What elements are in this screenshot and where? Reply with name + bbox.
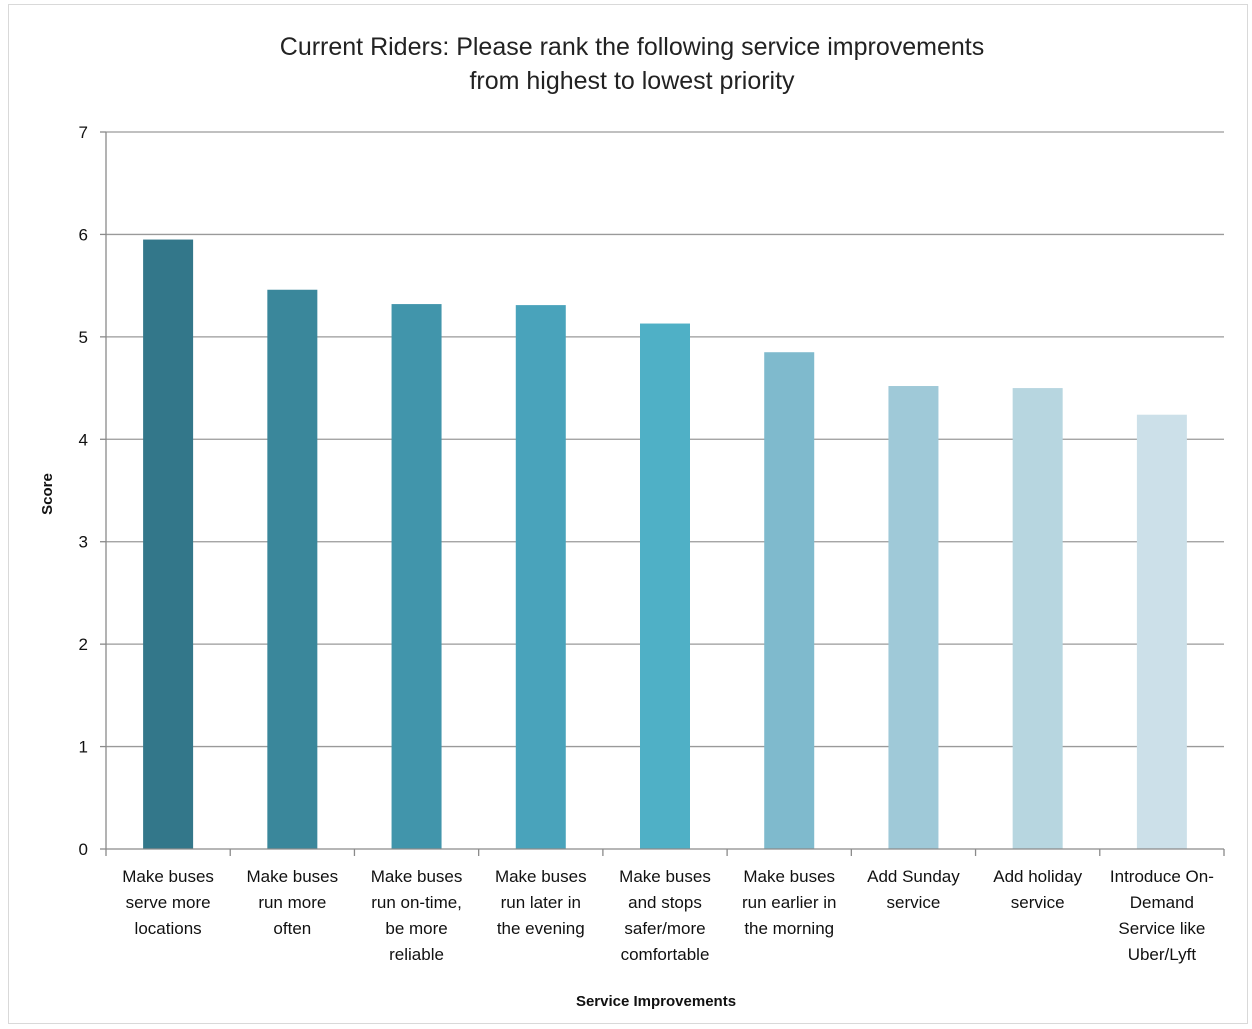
chart-title-line-2: from highest to lowest priority [469,67,795,95]
chart-title-line-1: Current Riders: Please rank the followin… [280,33,984,61]
x-category-label: Make buses serve more locations [122,867,214,938]
y-tick-label: 3 [79,533,88,552]
y-tick-label: 1 [79,738,88,757]
y-tick-labels: 0 1 2 3 4 5 6 7 [79,123,88,859]
x-category-label: Add Sunday service [867,867,960,912]
x-category-label: Make buses run on-time, be more reliable [371,867,463,964]
x-category-label: Introduce On-Demand Service like Uber/Lyft [1110,867,1214,964]
bar [515,305,566,850]
chart-title: Current Riders: Please rank the followin… [280,33,984,95]
chart-frame [8,4,1248,1024]
axes [105,132,1225,856]
y-tick-label: 7 [79,123,88,142]
bar [267,289,318,849]
y-tick-label: 5 [79,328,88,347]
bar [640,323,690,849]
bar [143,239,194,850]
bar [1012,388,1063,849]
bars [143,239,1187,850]
bar [391,304,442,850]
y-axis-title: Score [39,473,56,515]
x-category-label: Make buses and stops safer/more comfortable [619,867,711,964]
x-category-labels: Make buses serve more locations Make buses r… [122,867,1214,964]
y-tick-label: 4 [79,430,88,449]
x-axis-title: Service Improvements [576,993,736,1010]
y-tick-label: 2 [79,635,88,654]
x-category-label: Make buses run earlier in the morning [742,867,837,938]
y-tick-label: 0 [79,840,88,859]
y-tick-label: 6 [79,225,88,244]
bar [888,386,939,849]
x-category-label: Add holiday service [993,867,1082,912]
bar [1136,414,1187,849]
bar [764,352,815,849]
x-category-label: Make buses run later in the evening [495,867,587,938]
x-category-label: Make buses run more often [246,867,338,938]
